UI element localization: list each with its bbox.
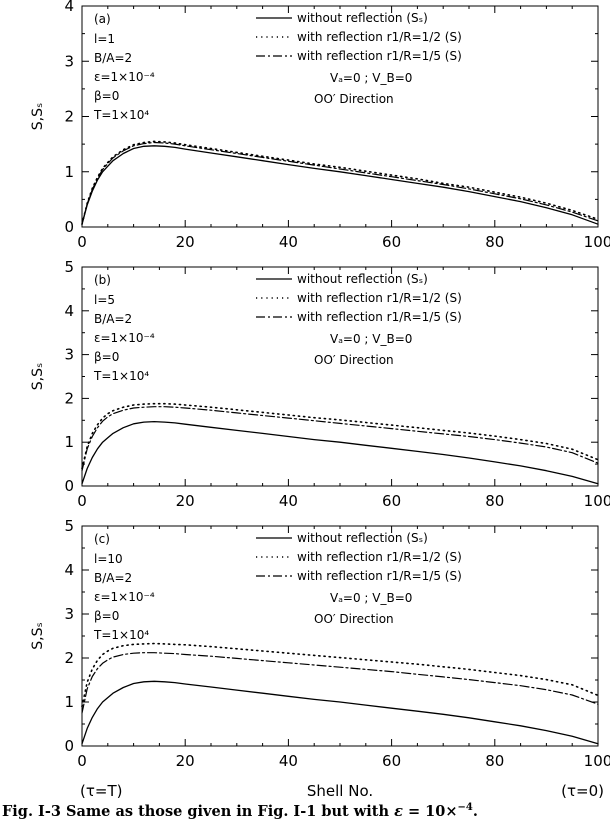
figure-caption: Fig. I-3 Same as those given in Fig. I-1…	[2, 802, 608, 820]
panel-parameter: β=0	[94, 89, 119, 103]
direction-note: OO′ Direction	[314, 353, 394, 367]
series-line-dashdot	[81, 141, 599, 225]
y-tick-label: 5	[64, 258, 74, 276]
panel-parameter: B/A=2	[94, 571, 132, 585]
direction-note: OO′ Direction	[314, 92, 394, 106]
legend-label: with reflection r1/R=1/2 (S)	[297, 30, 462, 44]
y-tick-label: 2	[64, 108, 74, 126]
x-tick-label: 60	[382, 752, 401, 770]
x-tick-label: 80	[485, 492, 504, 510]
panel-parameter: T=1×10⁴	[93, 628, 149, 642]
x-tick-label: 60	[382, 492, 401, 510]
x-tick-label: 40	[279, 492, 298, 510]
panel-parameter: B/A=2	[94, 312, 132, 326]
x-right-annotation: (τ=0)	[561, 782, 604, 800]
velocity-note: Vₐ=0 ; V_B=0	[330, 591, 412, 605]
x-left-annotation: (τ=T)	[80, 782, 122, 800]
x-axis-label: Shell No.	[307, 782, 373, 800]
panel-parameter: B/A=2	[94, 51, 132, 65]
x-tick-label: 80	[485, 752, 504, 770]
panel-label: (b)	[94, 273, 111, 287]
x-tick-label: 40	[279, 752, 298, 770]
y-tick-label: 4	[64, 302, 74, 320]
x-tick-label: 0	[77, 233, 87, 251]
x-tick-label: 20	[176, 752, 195, 770]
legend-label: with reflection r1/R=1/5 (S)	[297, 49, 462, 63]
x-tick-label: 0	[77, 752, 87, 770]
panel-parameter: ε=1×10⁻⁴	[94, 70, 155, 84]
y-tick-label: 5	[64, 517, 74, 535]
y-tick-label: 2	[64, 649, 74, 667]
legend-label: with reflection r1/R=1/2 (S)	[297, 550, 462, 564]
y-tick-label: 4	[64, 0, 74, 15]
series-line-dotted	[81, 402, 599, 470]
velocity-note: Vₐ=0 ; V_B=0	[330, 332, 412, 346]
y-tick-label: 2	[64, 389, 74, 407]
x-tick-label: 100	[584, 492, 610, 510]
caption-equals: = 10×	[402, 802, 458, 820]
y-axis-label: S,Sₛ	[30, 103, 46, 130]
series-line-solid	[81, 680, 599, 745]
x-tick-label: 0	[77, 492, 87, 510]
y-tick-label: 3	[64, 346, 74, 364]
velocity-note: Vₐ=0 ; V_B=0	[330, 71, 412, 85]
legend-label: without reflection (Sₛ)	[297, 11, 428, 25]
y-tick-label: 1	[64, 693, 74, 711]
y-tick-label: 4	[64, 561, 74, 579]
panel-parameter: ε=1×10⁻⁴	[94, 590, 155, 604]
legend-label: without reflection (Sₛ)	[297, 531, 428, 545]
figure-canvas: 0 20 40 60 80 10001234S,Sₛ(a)l=1B/A=2ε=1×10⁻⁴…	[30, 0, 610, 800]
series-line-dotted	[81, 642, 599, 708]
x-tick-label: 100	[584, 233, 610, 251]
panel-parameter: T=1×10⁴	[93, 108, 149, 122]
series-line-dashdot	[81, 652, 599, 714]
panel-parameter: T=1×10⁴	[93, 369, 149, 383]
panel-parameter: l=10	[94, 552, 123, 566]
series-line-solid	[81, 420, 599, 485]
panel-label: (a)	[94, 12, 111, 26]
legend-label: with reflection r1/R=1/5 (S)	[297, 569, 462, 583]
panel-parameter: l=5	[94, 293, 115, 307]
y-tick-label: 0	[64, 477, 74, 495]
legend-label: without reflection (Sₛ)	[297, 272, 428, 286]
series-line-solid	[81, 145, 599, 225]
panel-parameter: l=1	[94, 32, 115, 46]
x-tick-label: 40	[279, 233, 298, 251]
y-tick-label: 3	[64, 605, 74, 623]
caption-period: .	[472, 802, 478, 820]
x-tick-label: 20	[176, 233, 195, 251]
y-axis-label: S,Sₛ	[30, 622, 46, 649]
caption-exponent: −4	[457, 802, 473, 813]
y-tick-label: 1	[64, 433, 74, 451]
y-tick-label: 0	[64, 218, 74, 236]
caption-text: Fig. I-3 Same as those given in Fig. I-1…	[2, 802, 395, 820]
legend-label: with reflection r1/R=1/2 (S)	[297, 291, 462, 305]
y-tick-label: 3	[64, 52, 74, 70]
panel-label: (c)	[94, 532, 110, 546]
caption-epsilon: ε	[394, 802, 403, 820]
panel-parameter: β=0	[94, 350, 119, 364]
panel-parameter: β=0	[94, 609, 119, 623]
y-axis-label: S,Sₛ	[30, 363, 46, 390]
series-line-dotted	[81, 140, 599, 225]
panel-parameter: ε=1×10⁻⁴	[94, 331, 155, 345]
x-tick-label: 60	[382, 233, 401, 251]
y-tick-label: 1	[64, 163, 74, 181]
x-tick-label: 80	[485, 233, 504, 251]
x-tick-label: 100	[584, 752, 610, 770]
y-tick-label: 0	[64, 737, 74, 755]
direction-note: OO′ Direction	[314, 612, 394, 626]
x-tick-label: 20	[176, 492, 195, 510]
legend-label: with reflection r1/R=1/5 (S)	[297, 310, 462, 324]
series-line-dashdot	[81, 406, 599, 472]
